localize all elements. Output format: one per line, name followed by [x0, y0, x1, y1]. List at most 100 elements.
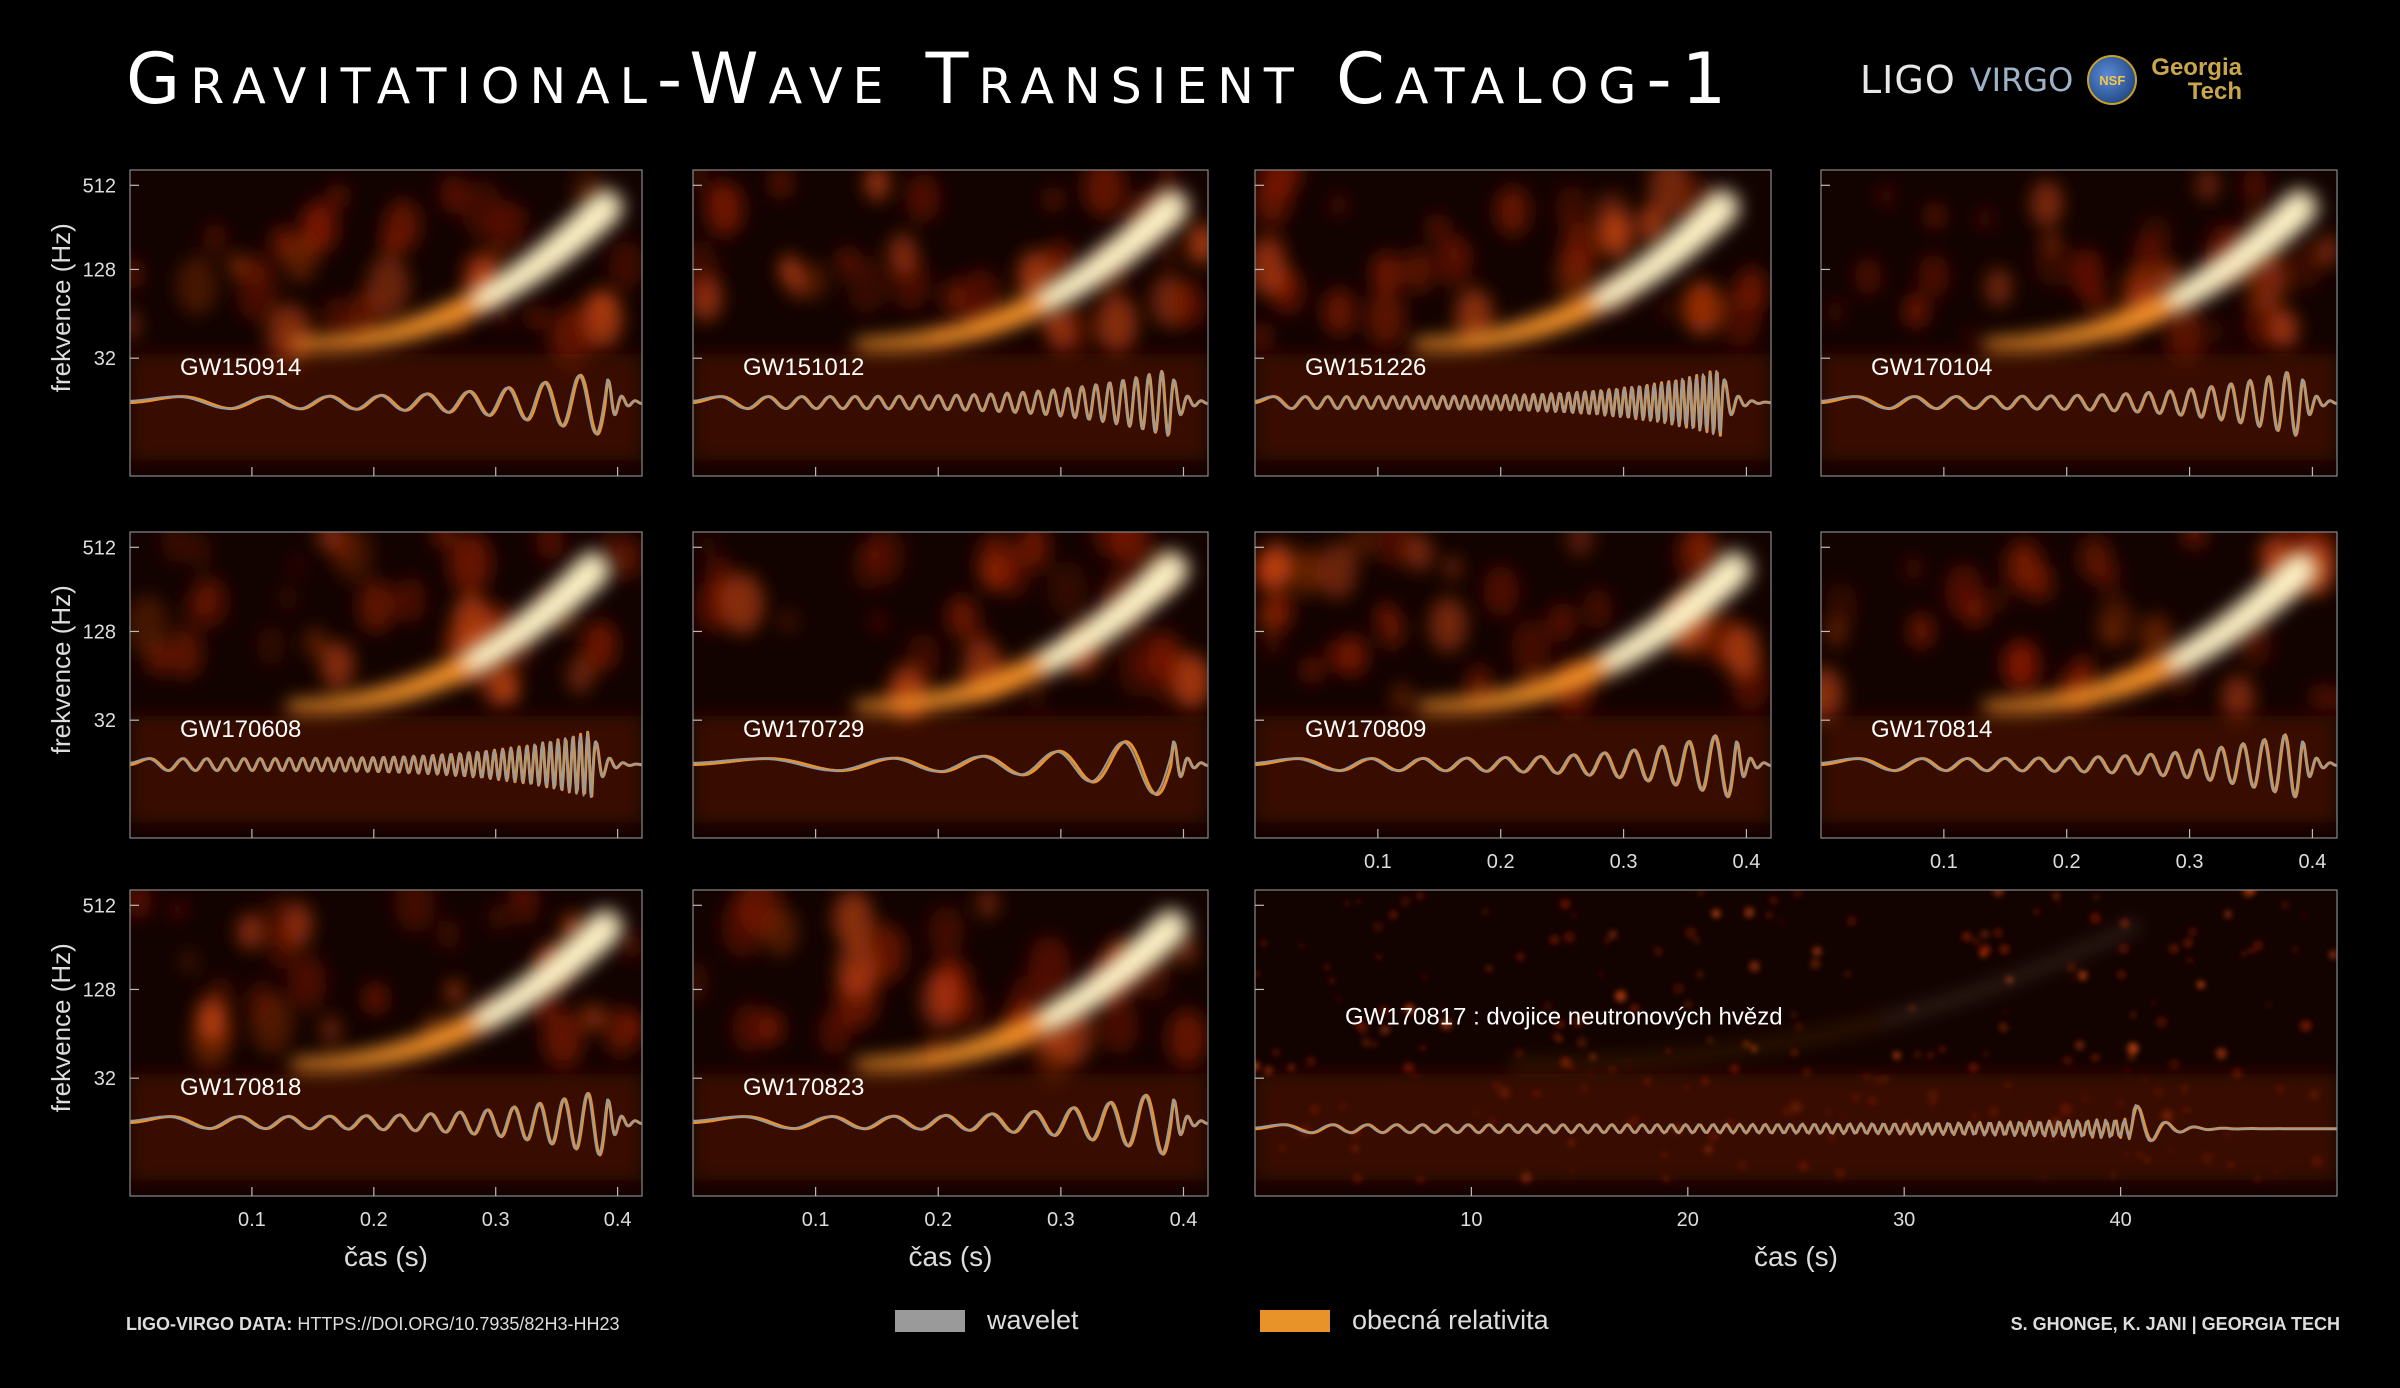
- noise-blob: [1402, 248, 1435, 294]
- chirp-point: [1923, 1005, 1930, 1012]
- noise-blob: [1593, 192, 1630, 244]
- noise-blob: [1348, 532, 1375, 560]
- noise-blob: [130, 594, 169, 656]
- x-axis-label: čas (s): [909, 1241, 993, 1272]
- x-tick-label: 10: [1460, 1209, 1482, 1231]
- noise-blob: [865, 532, 906, 585]
- panel-frame: [129, 531, 643, 839]
- noise-blob: [256, 625, 286, 666]
- noise-blob: [1971, 936, 1981, 946]
- noise-blob: [1435, 234, 1473, 288]
- chirp-track: [1412, 189, 1740, 351]
- noise-blob: [1095, 294, 1138, 355]
- noise-blob: [1963, 326, 1979, 349]
- page-title: Gravitational-Wave Transient Catalog-1: [126, 38, 1737, 120]
- noise-blob: [2150, 999, 2157, 1006]
- noise-blob: [2245, 890, 2256, 895]
- noise-blob: [1515, 952, 1525, 962]
- noise-blob: [920, 971, 961, 1030]
- noise-blob: [833, 890, 874, 948]
- noise-blob: [977, 890, 999, 919]
- event-label: GW150914: [180, 354, 301, 381]
- noise-blob: [287, 954, 327, 1010]
- noise-blob: [145, 640, 171, 677]
- noise-blob: [1365, 289, 1407, 348]
- wavelet-waveform: [1255, 370, 1771, 436]
- chirp-point: [1735, 1046, 1742, 1053]
- wavelet-waveform: [1821, 734, 2337, 798]
- noise-blob: [1599, 972, 1604, 977]
- wavelet-waveform: [1821, 371, 2337, 436]
- y-tick-label: 32: [94, 1068, 116, 1090]
- chirp-track: [1514, 924, 2135, 1068]
- noise-blob: [779, 608, 797, 634]
- footer-data-url[interactable]: HTTPS://DOI.ORG/10.7935/82H3-HH23: [297, 1314, 620, 1334]
- noise-blob: [1444, 555, 1462, 580]
- noise-blob: [736, 890, 781, 935]
- noise-blob: [2165, 306, 2206, 364]
- chirp-point: [1153, 551, 1190, 588]
- noise-blob: [2241, 951, 2247, 957]
- noise-blob: [528, 305, 546, 331]
- x-tick-label: 0.1: [1930, 851, 1958, 873]
- noise-blob: [800, 261, 829, 301]
- noise-blob: [1321, 287, 1357, 337]
- georgia-tech-logo: Georgia Tech: [2151, 54, 2242, 105]
- noise-blob: [1305, 1056, 1316, 1067]
- noise-blob: [2117, 970, 2127, 980]
- noise-blob: [549, 306, 593, 369]
- noise-blob: [2215, 1047, 2227, 1060]
- noise-blob: [2209, 318, 2226, 343]
- noise-blob: [2127, 1052, 2137, 1061]
- virgo-logo: VIRGO: [1969, 61, 2074, 99]
- noise-blob: [246, 979, 276, 1022]
- noise-blob: [2187, 957, 2193, 964]
- noise-blob: [267, 303, 312, 368]
- x-tick-label: 20: [1677, 1209, 1699, 1231]
- panel-frame: [129, 169, 643, 477]
- noise-blob: [1547, 601, 1576, 643]
- noise-blob: [1486, 965, 1493, 972]
- y-tick-label: 32: [94, 348, 116, 370]
- chirp-point: [1798, 1036, 1805, 1043]
- event-label: GW170729: [743, 716, 864, 743]
- noise-blob: [2290, 945, 2300, 954]
- noise-blob: [1415, 891, 1425, 901]
- noise-blob: [1045, 240, 1074, 280]
- noise-blob: [693, 960, 710, 1003]
- noise-blob: [1542, 1001, 1553, 1012]
- noise-blob: [1379, 1024, 1391, 1035]
- wavelet-waveform: [693, 1094, 1208, 1155]
- noise-blob: [1298, 942, 1305, 950]
- chirp-point: [1813, 1033, 1820, 1040]
- noise-blob: [581, 619, 618, 672]
- noise-blob: [394, 890, 435, 933]
- noise-blob: [2280, 900, 2291, 910]
- noise-blob: [2317, 234, 2337, 267]
- panel-gw170104: GW170104: [1820, 169, 2338, 477]
- chirp-point: [1530, 1061, 1537, 1068]
- noise-blob: [1271, 1047, 1281, 1058]
- noise-blob: [1317, 542, 1357, 600]
- logo-bar: LIGO VIRGO NSF Georgia Tech: [1860, 50, 2242, 110]
- noise-blob: [488, 200, 525, 253]
- noise-blob: [1495, 185, 1531, 237]
- noise-blob: [1913, 1049, 1923, 1059]
- noise-blob: [1406, 534, 1433, 572]
- noise-blob: [1992, 890, 2004, 897]
- legend-gr-swatch: [1260, 1309, 1330, 1332]
- chirp-point: [2096, 939, 2103, 946]
- chirp-point: [1986, 984, 1993, 991]
- noise-blob: [357, 579, 396, 634]
- noise-blob: [1653, 946, 1663, 957]
- chirp-point: [1766, 1041, 1773, 1048]
- chirp-track: [1982, 551, 2319, 713]
- noise-blob: [2187, 926, 2198, 937]
- noise-blob: [191, 1013, 231, 1070]
- x-axis-label: čas (s): [1754, 1241, 1838, 1272]
- noise-blob: [1908, 612, 1935, 649]
- noise-blob: [1926, 1051, 1935, 1060]
- noise-blob: [1707, 644, 1722, 665]
- noise-blob: [2242, 170, 2267, 202]
- noise-blob: [1999, 944, 2010, 955]
